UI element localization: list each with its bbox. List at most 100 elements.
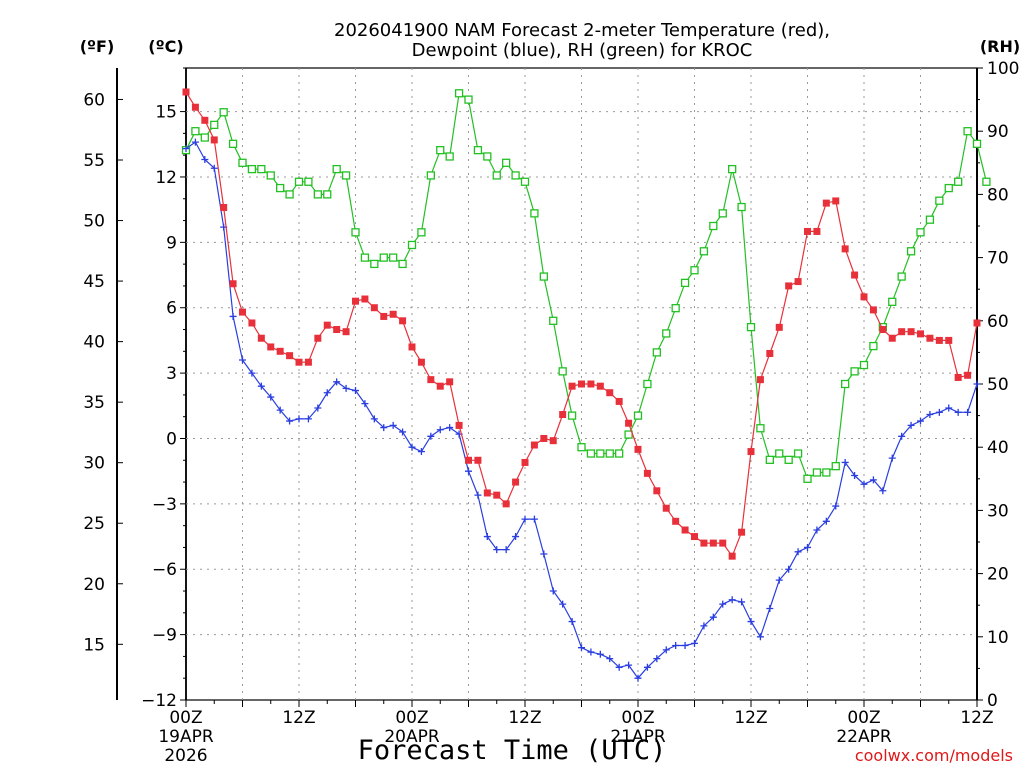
dewpoint-point [286,417,294,425]
watermark: coolwx.com/models [855,746,1013,765]
rh-point [379,253,388,262]
dewpoint-point [295,415,303,423]
rh-point [539,272,548,281]
dewpoint-point [530,515,538,523]
rh-point [436,146,445,155]
dewpoint-point [653,655,661,663]
temperature-point [201,116,209,124]
dewpoint-point [832,502,840,510]
dewpoint-point [229,312,237,320]
chart-title-line2: Dewpoint (blue), RH (green) for KROC [412,40,753,61]
dewpoint-point [794,548,802,556]
rh-point [803,474,812,483]
temperature-point [681,526,689,534]
rh-point [775,449,784,458]
celsius-tick-label: 15 [155,103,177,123]
temperature-point [756,376,764,384]
temperature-point [860,293,868,301]
rh-point [304,177,313,186]
rh-point [822,468,831,477]
rh-point [662,329,671,338]
dewpoint-point [342,384,350,392]
rh-point [765,455,774,464]
celsius-tick-label: −9 [152,626,177,646]
rh-point [888,297,897,306]
x-tick-date: 19APR [158,727,214,747]
temperature-point [606,389,614,397]
rh-point [906,247,916,256]
temperature-point [474,456,482,464]
rh-point [454,89,464,98]
rh-point [266,171,275,180]
rh-point [341,171,351,180]
data-series [181,88,991,682]
fahrenheit-tick-label: 40 [83,333,105,353]
temperature-point [549,437,557,445]
rh-point [643,379,652,389]
rh-point [944,183,953,193]
rh-point [370,259,379,269]
temperature-point [323,321,331,329]
rh-point [417,228,426,237]
rh-point [520,177,530,186]
x-tick-label: 00Z [395,708,428,728]
dewpoint-point [408,443,416,451]
celsius-tick-label: 3 [166,364,177,384]
dewpoint-point [540,550,548,558]
dewpoint-point [634,674,642,682]
dewpoint-point [681,642,689,650]
temperature-point [182,88,190,96]
rh-tick-label: 10 [987,628,1009,648]
rh-point [963,127,972,136]
temperature-point [653,487,661,495]
rh-point [577,443,586,452]
rh-point [502,158,511,167]
dewpoint-point [691,639,698,647]
rh-point [558,367,567,376]
dewpoint-point [578,644,585,652]
dewpoint-point [559,600,567,608]
temperature-point [898,328,906,336]
x-tick-label: 12Z [282,708,315,728]
rh-point [954,177,963,186]
chart-title-line1: 2026041900 NAM Forecast 2-meter Temperat… [334,20,830,41]
dewpoint-point [709,613,717,621]
rh-point [859,360,869,370]
dewpoint-point [427,432,435,440]
x-tick-label: 00Z [847,708,880,728]
dewpoint-point [333,378,341,386]
dewpoint-point [248,369,256,377]
temperature-point [257,334,265,342]
temperature-point [361,295,369,303]
dewpoint-point [549,587,557,595]
temperature-point [304,358,312,366]
dewpoint-point [719,600,727,608]
rh-point [238,158,247,167]
celsius-tick-label: −3 [152,495,177,515]
temperature-point [926,334,934,342]
temperature-point [540,434,548,442]
dewpoint-point [775,576,783,584]
celsius-tick-label: −6 [152,560,177,580]
fahrenheit-tick-label: 25 [83,514,105,534]
x-tick-date: 20APR [384,727,440,747]
fahrenheit-tick-label: 55 [83,151,105,171]
dewpoint-point [436,426,444,434]
temperature-point [380,312,388,320]
rh-tick-label: 70 [987,249,1009,269]
temperature-point [191,103,199,111]
rh-tick-label: 20 [987,565,1009,585]
dewpoint-point [860,480,868,488]
fahrenheit-axis-labels: 60 55 50 45 40 35 30 25 20 15 [83,90,105,655]
temperature-point [728,552,736,560]
dewpoint-point [361,400,369,408]
dewpoint-point [191,138,199,146]
temperature-point [417,358,425,366]
temperature-point [766,349,774,357]
dewpoint-point [973,380,981,388]
dewpoint-point [606,655,614,663]
x-tick-date: 22APR [836,727,892,747]
dewpoint-point [888,454,896,462]
